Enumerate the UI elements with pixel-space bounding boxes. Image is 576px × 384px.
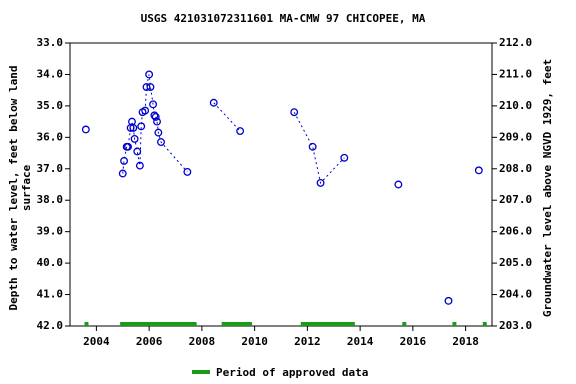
data-point (135, 161, 144, 170)
y2-tick-label: 209.0 (499, 130, 532, 143)
x-tick-label: 2016 (400, 335, 427, 348)
data-point (157, 138, 165, 146)
data-point (444, 296, 453, 305)
data-point (183, 167, 192, 176)
y-tick-label: 40.0 (37, 256, 64, 269)
data-point (133, 147, 142, 156)
data-point (340, 153, 349, 162)
y-tick-label: 38.0 (37, 193, 64, 206)
y2-tick-label: 212.0 (499, 36, 532, 49)
approved-period (84, 322, 89, 326)
approved-period (452, 322, 457, 326)
data-point (124, 142, 132, 151)
approved-period (120, 322, 197, 326)
x-tick-label: 2006 (136, 335, 163, 348)
data-point (118, 169, 127, 178)
data-point (137, 122, 146, 131)
data-point (151, 112, 160, 121)
plot-frame (69, 42, 493, 327)
approved-period (300, 322, 355, 326)
data-point (141, 106, 150, 115)
y2-tick-label: 203.0 (499, 319, 532, 332)
approved-period (221, 322, 252, 326)
data-point (142, 83, 151, 91)
data-point (145, 70, 154, 79)
y2-tick-label: 206.0 (499, 225, 532, 238)
data-point (308, 142, 317, 151)
data-point (316, 178, 325, 187)
y-axis-label: surface (20, 164, 33, 211)
data-point (236, 127, 245, 135)
y-tick-label: 34.0 (37, 67, 64, 80)
x-tick-label: 2018 (452, 335, 479, 348)
data-point (146, 83, 155, 91)
y2-tick-label: 205.0 (499, 256, 532, 269)
x-tick-label: 2010 (241, 335, 268, 348)
approved-period (482, 322, 487, 326)
y-tick-label: 42.0 (37, 319, 64, 332)
y2-tick-label: 204.0 (499, 288, 532, 301)
y2-axis-label: Groundwater level above NGVD 1929, feet (541, 59, 554, 317)
y-tick-label: 41.0 (37, 288, 64, 301)
y-axis-label: Depth to water level, feet below land (7, 65, 20, 310)
approved-period (402, 322, 407, 326)
y-tick-label: 36.0 (37, 130, 64, 143)
data-point (81, 125, 90, 134)
y-tick-label: 37.0 (37, 162, 64, 175)
data-point (153, 117, 161, 126)
data-point (394, 180, 403, 189)
data-line (293, 111, 345, 184)
legend-label: Period of approved data (216, 366, 368, 379)
y2-tick-label: 208.0 (499, 162, 532, 175)
data-point (129, 123, 138, 132)
data-point (290, 108, 299, 117)
data-point (149, 100, 158, 109)
data-point (474, 166, 483, 175)
x-tick-label: 2012 (294, 335, 321, 348)
y-tick-label: 39.0 (37, 225, 64, 238)
x-tick-label: 2008 (189, 335, 216, 348)
data-point (209, 98, 218, 107)
y2-tick-label: 211.0 (499, 67, 532, 80)
data-point (120, 156, 129, 165)
data-point (130, 134, 139, 143)
x-tick-label: 2014 (347, 335, 374, 348)
data-point (150, 111, 159, 120)
y-tick-label: 33.0 (37, 36, 64, 49)
y2-tick-label: 210.0 (499, 99, 532, 112)
data-point (154, 128, 163, 137)
y2-tick-label: 207.0 (499, 193, 532, 206)
y-tick-label: 35.0 (37, 99, 64, 112)
data-line (213, 102, 241, 132)
chart-title: USGS 421031072311601 MA-CMW 97 CHICOPEE,… (141, 12, 426, 25)
x-tick-label: 2004 (83, 335, 110, 348)
